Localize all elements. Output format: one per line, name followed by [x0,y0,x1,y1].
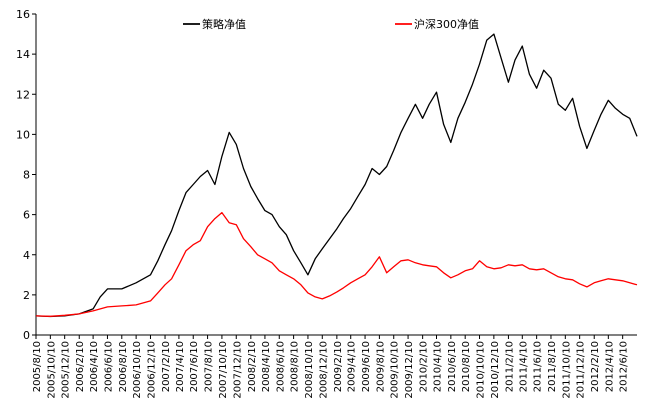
x-tick-label: 2010/2/10 [419,341,430,392]
x-tick-label: 2007/4/10 [175,341,186,392]
y-tick-label: 0 [23,329,30,342]
x-tick-label: 2008/6/10 [275,341,286,392]
x-tick-label: 2012/2/10 [590,341,601,392]
x-tick-label: 2009/8/10 [375,341,386,392]
legend: 策略净值 沪深300净值 [183,17,479,31]
x-tick-label: 2009/2/10 [333,341,344,392]
x-tick-label: 2006/8/10 [118,341,129,392]
x-tick-label: 2011/2/10 [504,341,515,392]
x-tick-label: 2012/6/10 [619,341,630,392]
legend-label-1: 沪深300净值 [414,17,479,31]
y-axis: 0 2 4 6 8 10 12 14 16 [16,8,37,342]
x-tick-label: 2007/8/10 [204,341,215,392]
x-tick-label: 2012/4/10 [604,341,615,392]
x-tick-label: 2007/6/10 [189,341,200,392]
x-tick-label: 2005/8/10 [32,341,43,392]
y-tick-label: 10 [16,128,30,141]
y-tick-label: 2 [23,289,30,302]
x-tick-label: 2005/12/10 [61,341,72,399]
x-tick-label: 2006/12/10 [146,341,157,399]
x-tick-label: 2008/10/10 [304,341,315,399]
x-tick-label: 2010/10/10 [476,341,487,399]
legend-label-0: 策略净值 [202,17,246,31]
series-line-1 [35,211,638,317]
x-tick-label: 2011/4/10 [518,341,529,392]
x-tick-label: 2006/10/10 [132,341,143,399]
y-tick-label: 14 [16,48,30,61]
y-tick-label: 8 [23,169,30,182]
x-tick-label: 2011/12/10 [576,341,587,399]
x-tick-label: 2010/8/10 [461,341,472,392]
x-tick-label: 2008/2/10 [247,341,258,392]
series-line-0 [35,33,638,318]
x-tick-label: 2005/10/10 [46,341,57,399]
x-tick-label: 2010/4/10 [433,341,444,392]
y-tick-label: 4 [23,249,30,262]
x-tick-label: 2011/8/10 [547,341,558,392]
y-tick-label: 6 [23,209,30,222]
x-tick-label: 2011/10/10 [561,341,572,399]
y-tick-label: 12 [16,88,30,101]
y-tick-label: 16 [16,8,30,21]
x-tick-label: 2009/6/10 [361,341,372,392]
x-tick-label: 2008/12/10 [318,341,329,399]
x-tick-label: 2007/2/10 [161,341,172,392]
x-tick-label: 2009/12/10 [404,341,415,399]
x-tick-label: 2009/4/10 [347,341,358,392]
x-tick-label: 2009/10/10 [390,341,401,399]
x-tick-label: 2006/2/10 [75,341,86,392]
x-tick-label: 2007/10/10 [218,341,229,399]
x-tick-label: 2010/6/10 [447,341,458,392]
x-tick-label: 2008/8/10 [290,341,301,392]
x-tick-label: 2010/12/10 [490,341,501,399]
series-layer [35,33,638,318]
x-tick-label: 2011/6/10 [533,341,544,392]
x-tick-label: 2007/12/10 [232,341,243,399]
x-axis: 2005/8/10 2005/10/10 2005/12/10 2006/2/10 20… [32,334,637,399]
x-tick-label: 2006/4/10 [89,341,100,392]
x-tick-label: 2008/4/10 [261,341,272,392]
x-tick-label: 2006/6/10 [103,341,114,392]
